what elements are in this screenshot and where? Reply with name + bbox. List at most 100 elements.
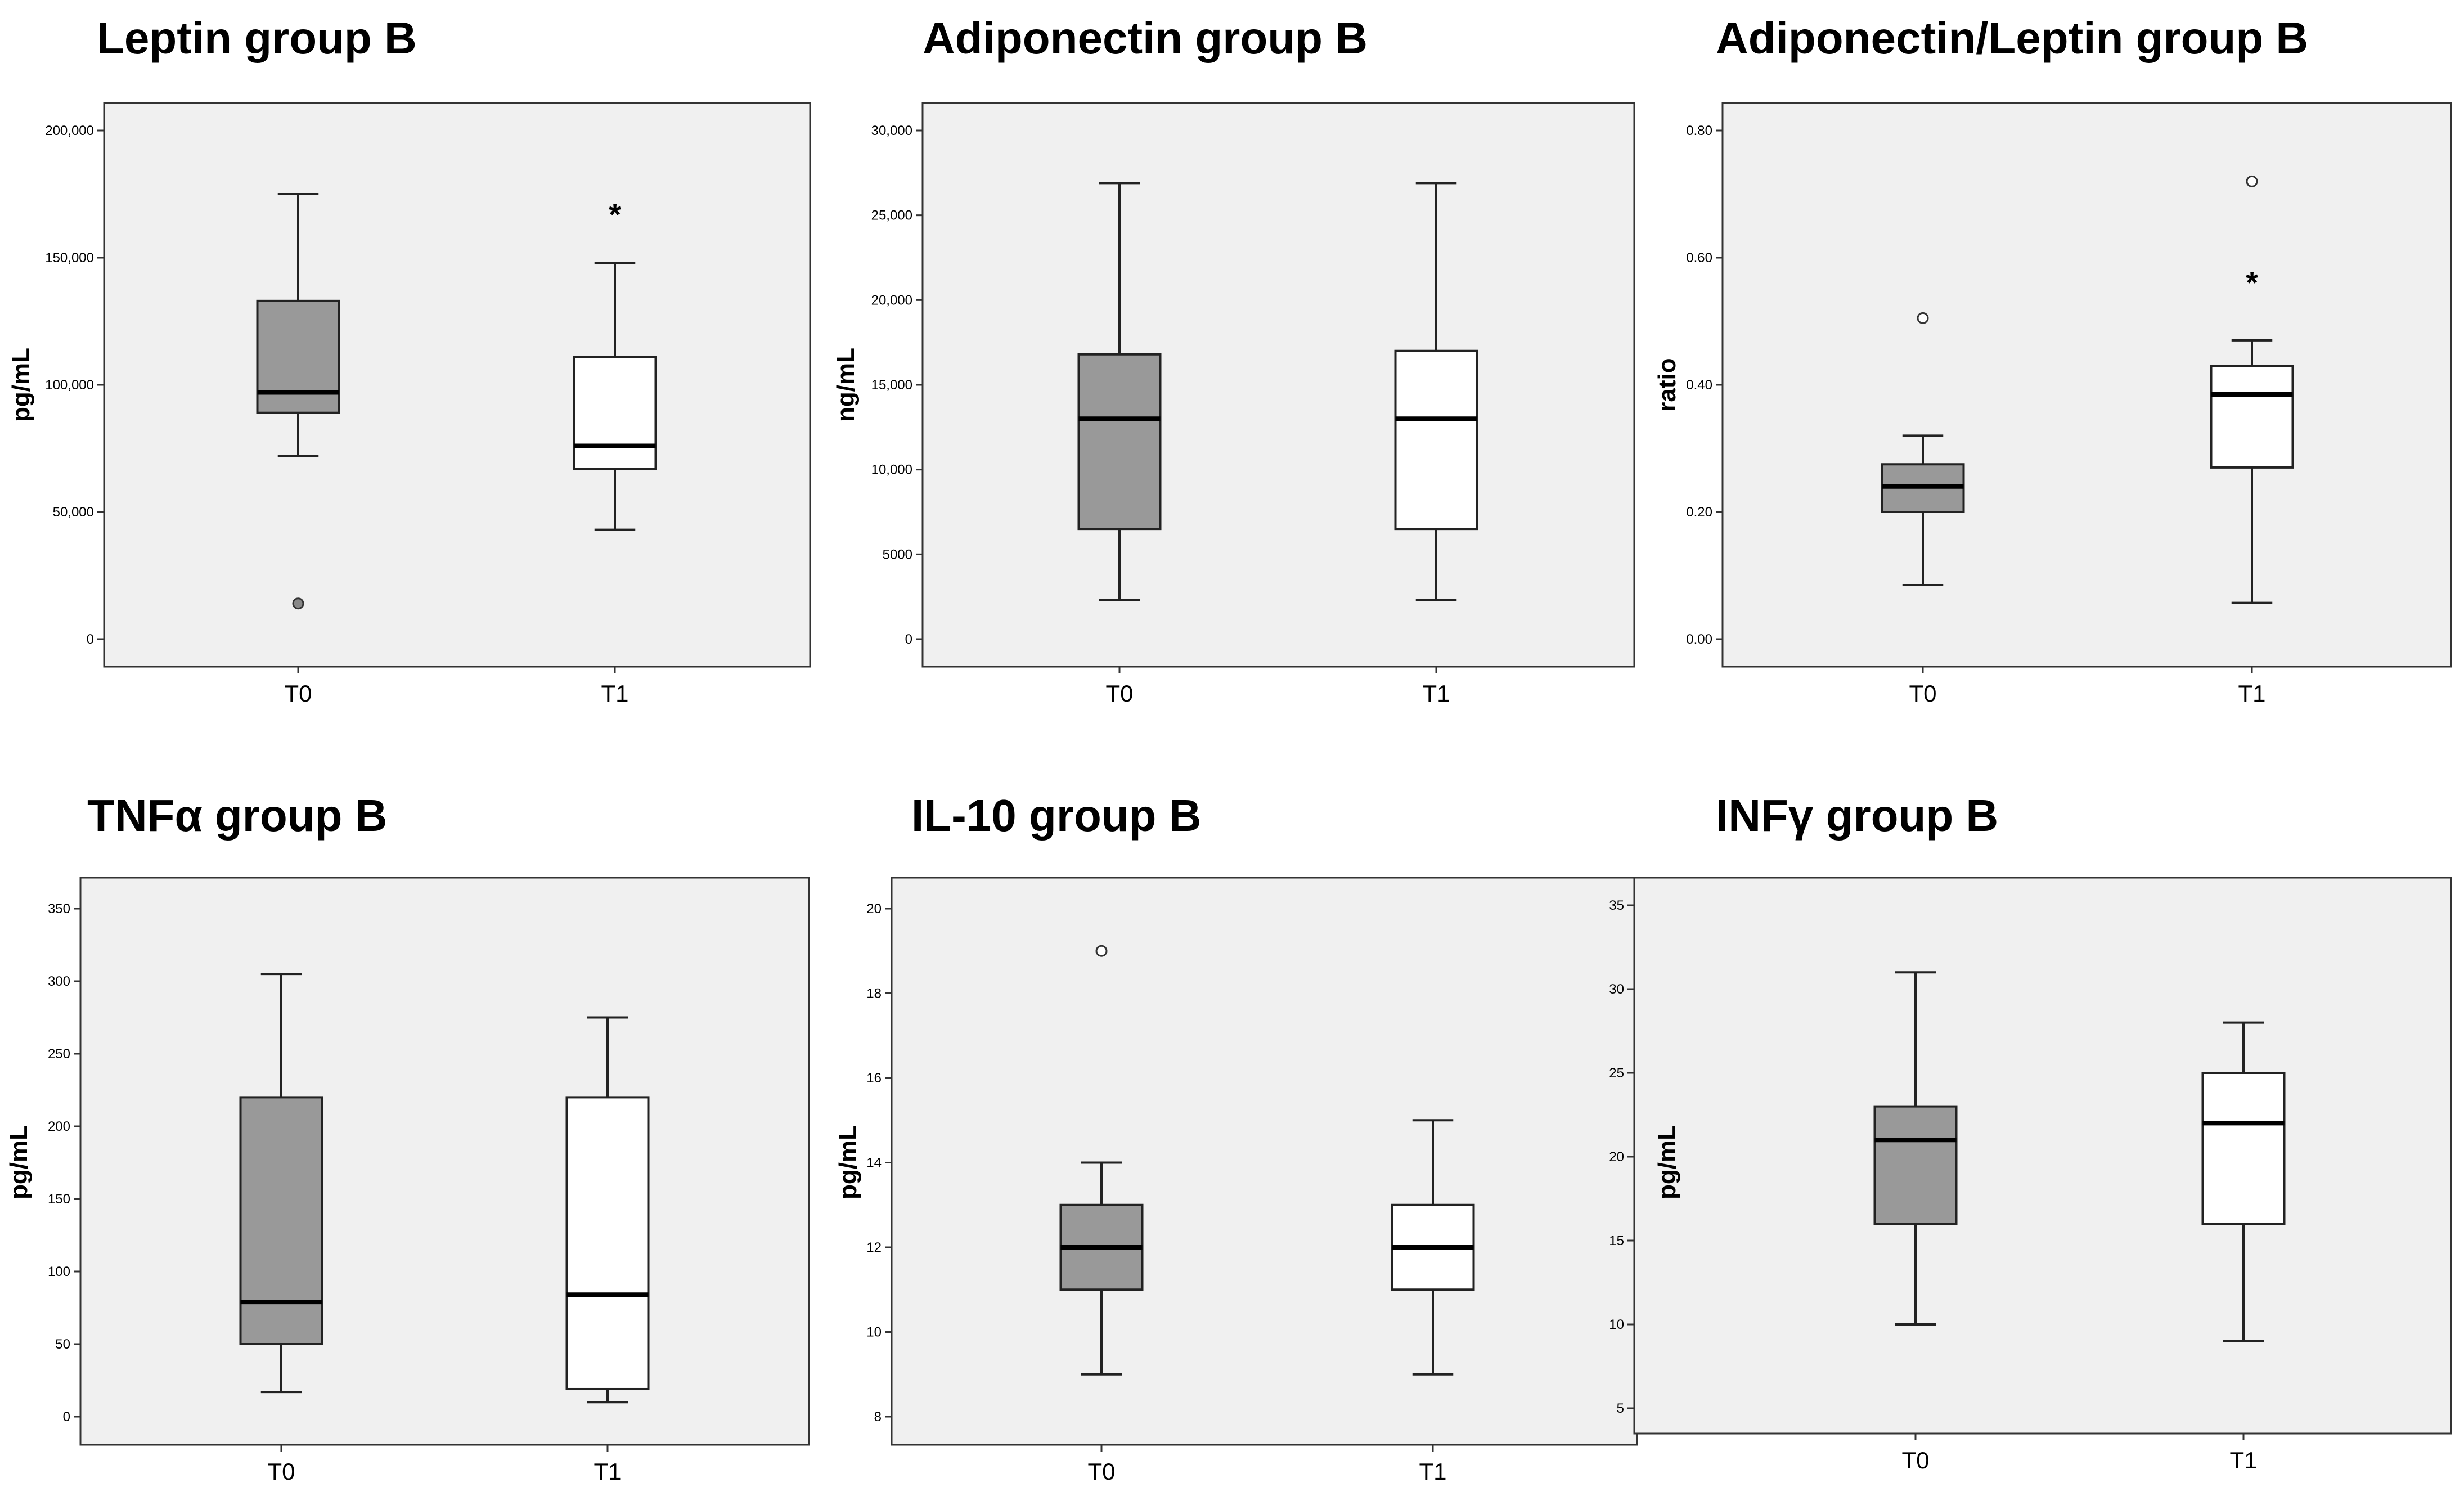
y-tick-label: 18 <box>866 986 882 1001</box>
chart-panel-3: Adiponectin/Leptin group B ratio 0.00 0.20 0… <box>1653 13 2452 707</box>
y-tick-label: 12 <box>866 1240 882 1255</box>
iqr-box <box>1077 353 1162 531</box>
iqr-box <box>239 1096 323 1346</box>
box-t0: T0 <box>1873 971 1958 1473</box>
y-axis-label: pg/mL <box>834 1125 862 1200</box>
y-axis-label: pg/mL <box>5 1125 33 1200</box>
y-axis-label: pg/mL <box>7 348 35 422</box>
plot-frame <box>1721 102 2452 668</box>
y-tick-label: 100,000 <box>45 378 94 393</box>
y-axis-label: ng/mL <box>832 348 860 422</box>
x-tick-label: T0 <box>267 1458 295 1485</box>
y-axis-label: ratio <box>1653 358 1681 411</box>
x-tick-label: T1 <box>1419 1458 1446 1485</box>
y-tick-label: 200,000 <box>45 123 94 138</box>
y-tick-label: 100 <box>48 1264 70 1279</box>
extreme-outlier-star: * <box>609 197 621 232</box>
x-tick-label: T0 <box>284 680 312 707</box>
chart-title: Adiponectin/Leptin group B <box>1716 13 2308 63</box>
x-tick-label: T1 <box>1422 680 1450 707</box>
x-tick-label: T0 <box>1901 1447 1929 1473</box>
y-tick-label: 20,000 <box>871 293 912 308</box>
chart-title: Adiponectin group B <box>923 13 1368 63</box>
y-tick-label: 5 <box>1617 1401 1624 1416</box>
y-tick-label: 0.40 <box>1686 378 1712 393</box>
y-tick-label: 50,000 <box>53 505 94 520</box>
chart-panel-5: IL-10 group B pg/mL 8 10 12 14 16 18 20 T0 T1 <box>834 790 1638 1485</box>
iqr-box <box>2201 1072 2286 1225</box>
plot-frame <box>79 877 810 1446</box>
y-tick-label: 10 <box>866 1325 882 1340</box>
box-t0: T0 <box>239 973 323 1485</box>
y-tick-label: 25,000 <box>871 208 912 223</box>
box-t1: T1 <box>1391 1119 1475 1485</box>
y-tick-label: 20 <box>1609 1149 1624 1165</box>
x-tick-label: T0 <box>1105 680 1133 707</box>
plot-frame <box>891 877 1638 1446</box>
y-tick-label: 0.60 <box>1686 250 1712 266</box>
chart-panel-2: Adiponectin group B ng/mL 0 5000 10,000 15,00… <box>832 13 1635 707</box>
x-tick-label: T0 <box>1909 680 1936 707</box>
x-tick-label: T0 <box>1087 1458 1115 1485</box>
box-t1: T1 * <box>573 197 657 707</box>
y-tick-label: 200 <box>48 1119 70 1134</box>
iqr-box <box>1873 1105 1958 1225</box>
box-t1: T1 * <box>2210 175 2294 707</box>
chart-title: INFγ group B <box>1716 790 1998 841</box>
outlier-point <box>2246 175 2258 187</box>
y-tick-label: 16 <box>866 1071 882 1086</box>
y-tick-label: 150 <box>48 1192 70 1207</box>
y-tick-label: 10 <box>1609 1317 1624 1332</box>
outlier-point <box>1095 945 1108 957</box>
y-tick-label: 35 <box>1609 898 1624 913</box>
iqr-box <box>573 356 657 470</box>
chart-panel-1: Leptin group B pg/mL 0 50,000 100,000 150,000… <box>7 13 811 707</box>
iqr-box <box>256 299 340 414</box>
y-tick-label: 10,000 <box>871 462 912 478</box>
chart-title: TNFα group B <box>87 790 388 841</box>
outlier-point <box>1917 312 1929 324</box>
y-tick-label: 30 <box>1609 982 1624 997</box>
box-t0: T0 <box>1077 182 1162 707</box>
y-axis-label: pg/mL <box>1653 1125 1681 1200</box>
extreme-outlier-star: * <box>2246 265 2258 300</box>
y-tick-label: 15 <box>1609 1233 1624 1248</box>
chart-panel-6: INFγ group B pg/mL 5 10 15 20 25 30 35 T0 T1 <box>1609 790 2452 1473</box>
box-t0: T0 <box>1059 945 1144 1485</box>
y-tick-label: 14 <box>866 1156 882 1171</box>
iqr-box <box>2210 365 2294 469</box>
y-tick-label: 0 <box>905 632 912 647</box>
y-tick-label: 300 <box>48 974 70 989</box>
y-tick-label: 0.80 <box>1686 123 1712 138</box>
y-tick-label: 0 <box>63 1409 70 1425</box>
chart-title: IL-10 group B <box>911 790 1202 841</box>
x-tick-label: T1 <box>2238 680 2265 707</box>
y-tick-label: 50 <box>55 1337 70 1352</box>
y-tick-label: 350 <box>48 901 70 917</box>
y-tick-label: 150,000 <box>45 250 94 266</box>
box-t0: T0 <box>256 193 340 707</box>
iqr-box <box>1394 349 1478 531</box>
y-tick-label: 30,000 <box>871 123 912 138</box>
plot-frame <box>103 102 811 668</box>
plot-frame <box>1633 877 2452 1435</box>
box-t1: T1 <box>565 1016 650 1485</box>
y-tick-label: 20 <box>866 901 882 917</box>
x-tick-label: T1 <box>2229 1447 2257 1473</box>
chart-title: Leptin group B <box>97 13 417 63</box>
outlier-point <box>292 597 304 610</box>
box-t1: T1 <box>2201 1021 2286 1473</box>
y-tick-label: 8 <box>874 1409 882 1425</box>
y-tick-label: 0 <box>87 632 94 647</box>
y-tick-label: 15,000 <box>871 378 912 393</box>
x-tick-label: T1 <box>593 1458 621 1485</box>
iqr-box <box>565 1096 650 1390</box>
box-t1: T1 <box>1394 182 1478 707</box>
plot-frame <box>921 102 1635 668</box>
y-tick-label: 5000 <box>883 547 912 562</box>
box-t0: T0 <box>1881 312 1965 707</box>
chart-panel-4: TNFα group B pg/mL 0 50 100 150 200 250 300 350 T0… <box>5 790 810 1485</box>
y-tick-label: 0.00 <box>1686 632 1712 647</box>
x-tick-label: T1 <box>601 680 628 707</box>
